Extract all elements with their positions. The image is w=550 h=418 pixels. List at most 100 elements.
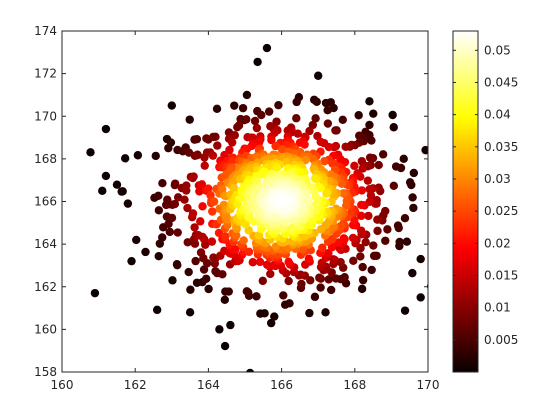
x-tick-label: 168: [343, 378, 366, 392]
scatter-point: [304, 254, 314, 263]
scatter-point: [356, 226, 366, 235]
scatter-point: [233, 122, 242, 132]
scatter-point: [331, 274, 341, 283]
scatter-point: [320, 157, 329, 166]
scatter-point: [204, 184, 213, 193]
scatter-point: [188, 209, 198, 218]
scatter-point: [165, 227, 175, 237]
scatter-point: [253, 57, 262, 67]
scatter-point: [402, 237, 412, 246]
scatter-point: [183, 203, 192, 213]
scatter-point: [189, 172, 198, 181]
scatter-point: [252, 123, 262, 133]
scatter-point: [227, 138, 237, 147]
scatter-point: [154, 251, 163, 261]
scatter-point: [399, 154, 408, 164]
scatter-point: [226, 320, 235, 330]
scatter-point: [274, 100, 283, 110]
scatter-point: [209, 197, 219, 206]
scatter-point: [201, 274, 211, 283]
scatter-point: [338, 115, 347, 125]
scatter-point: [300, 140, 309, 149]
scatter-point: [218, 270, 227, 279]
scatter-point: [172, 260, 182, 269]
scatter-point: [365, 120, 374, 130]
scatter-point: [315, 273, 324, 282]
scatter-point: [248, 258, 257, 267]
scatter-point: [211, 132, 220, 142]
x-tick-label: 162: [124, 378, 147, 392]
scatter-point: [324, 248, 333, 258]
scatter-point: [120, 154, 130, 163]
scatter-point: [285, 299, 294, 308]
scatter-point: [164, 143, 173, 153]
scatter-point: [266, 269, 275, 279]
scatter-point: [231, 245, 240, 254]
plot-axes: 160 162 164 166 168 170 158160162164166168170…: [34, 24, 440, 392]
scatter-point: [365, 153, 375, 162]
scatter-point: [196, 248, 206, 257]
scatter-point: [416, 293, 425, 302]
scatter-point: [197, 180, 207, 189]
scatter-point: [186, 285, 195, 294]
scatter-point: [212, 104, 222, 114]
scatter-point: [316, 225, 326, 234]
scatter-point: [190, 223, 199, 232]
scatter-point: [326, 285, 336, 295]
scatter-point: [250, 116, 260, 126]
scatter-point: [123, 199, 133, 208]
scatter-point: [86, 148, 95, 157]
colorbar-tick-label: 0.05: [484, 43, 511, 57]
y-tick-label: 160: [34, 322, 57, 336]
x-tick-label: 170: [417, 378, 440, 392]
scatter-point: [349, 256, 358, 266]
colorbar-tick-label: 0.02: [484, 236, 511, 250]
y-tick-label: 168: [34, 152, 57, 166]
y-tick-label: 172: [34, 67, 57, 81]
scatter-point: [239, 236, 248, 245]
scatter-point: [195, 187, 204, 196]
scatter-point: [357, 284, 367, 294]
colorbar-tick-label: 0.045: [484, 75, 518, 89]
scatter-point: [321, 98, 331, 108]
scatter-point: [211, 267, 220, 276]
scatter-points: [86, 43, 428, 372]
scatter-point: [341, 142, 350, 151]
scatter-point: [311, 174, 320, 183]
scatter-point: [242, 90, 252, 100]
scatter-point: [262, 43, 272, 53]
scatter-point: [196, 217, 205, 226]
scatter-point: [198, 202, 207, 211]
scatter-point: [305, 308, 314, 318]
scatter-point: [341, 201, 351, 210]
scatter-point: [391, 162, 401, 171]
scatter-point: [207, 237, 217, 246]
y-tick-label: 162: [34, 280, 57, 294]
scatter-point: [340, 273, 349, 282]
scatter-point: [357, 200, 366, 210]
scatter-point: [395, 237, 404, 247]
scatter-point: [310, 292, 320, 302]
scatter-point: [220, 341, 230, 351]
colorbar-tick-label: 0.025: [484, 204, 518, 218]
scatter-point: [118, 187, 127, 196]
scatter-point: [193, 150, 202, 160]
scatter-point: [409, 168, 419, 178]
scatter-point: [240, 115, 249, 125]
y-tick-label: 174: [34, 24, 57, 38]
scatter-point: [154, 191, 163, 200]
scatter-point: [272, 163, 282, 172]
scatter-point: [198, 232, 207, 242]
scatter-point: [208, 207, 217, 216]
scatter-point: [316, 283, 325, 292]
scatter-point: [262, 260, 272, 269]
y-axis-ticks: 158 160 162 164 166 168 170 172 174: [34, 24, 428, 379]
scatter-point: [264, 107, 274, 116]
scatter-point: [224, 287, 233, 296]
scatter-point: [204, 284, 213, 294]
scatter-point: [214, 228, 224, 238]
scatter-point: [112, 180, 122, 189]
x-axis-ticks: 160 162 164 166 168 170: [51, 31, 440, 392]
scatter-point: [183, 238, 192, 247]
scatter-point: [421, 145, 428, 155]
